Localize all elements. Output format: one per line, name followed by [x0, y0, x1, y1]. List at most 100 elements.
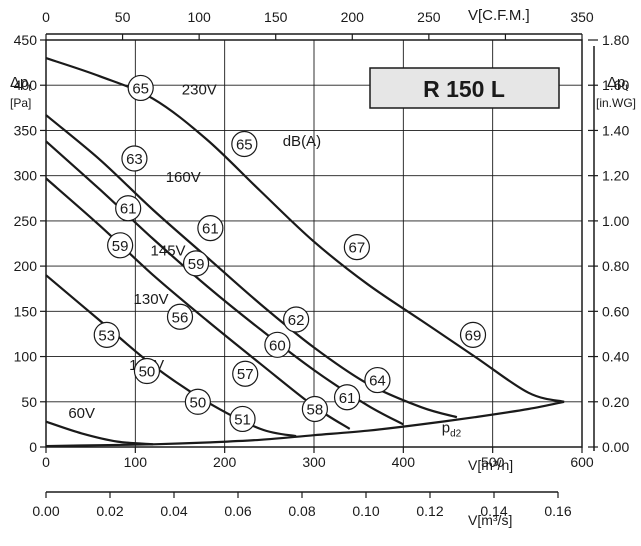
sound-level-value: 61 [202, 221, 219, 238]
right-tick-label-2: 0.40 [602, 349, 629, 365]
axes: 0 100 200 300 400 500 600 0 50 100 150 200 250 350 0.0… [14, 9, 630, 519]
sound-level-marker: 61 [333, 384, 361, 411]
sound-level-value: 50 [190, 394, 207, 411]
bottom-tick-label-0: 0 [42, 454, 50, 470]
series-160v-line [45, 114, 458, 419]
sound-level-marker: 53 [93, 321, 120, 348]
sound-level-marker: 65 [231, 130, 258, 158]
sound-level-circle [197, 215, 224, 242]
sound-level-value: 60 [269, 337, 286, 354]
series-60v-line [45, 420, 154, 446]
bottom2-tick-label-5: 0.10 [352, 503, 379, 519]
model-label-box: R 150 L [369, 67, 560, 109]
sound-level-circle [301, 395, 328, 423]
sound-level-value: 53 [98, 327, 115, 344]
sound-level-value: 65 [236, 137, 253, 154]
sound-level-value: 57 [237, 366, 254, 383]
left-tick-label-7: 350 [14, 122, 38, 138]
bottom2-tick-label-2: 0.04 [160, 503, 187, 519]
sound-level-circle [115, 195, 142, 222]
left-axis-unit: [Pa] [10, 96, 31, 110]
bottom-tick-label-2: 200 [213, 454, 237, 470]
right-tick-label-8: 1.60 [602, 77, 629, 93]
sound-level-circle [121, 145, 148, 172]
sound-level-marker: 65 [127, 74, 154, 102]
series-label-130v: 130V [134, 291, 169, 308]
right-tick-label-4: 0.80 [602, 258, 629, 274]
right-tick-label-7: 1.40 [602, 122, 629, 138]
annotation-0: dB(A) [283, 133, 321, 150]
bottom2-tick-label-3: 0.06 [224, 503, 251, 519]
sound-level-value: 64 [369, 373, 386, 390]
right-axis-unit: [in.WG] [596, 96, 636, 110]
sound-level-marker: 58 [301, 395, 328, 423]
right-tick-label-6: 1.20 [602, 168, 629, 184]
sound-level-circle [133, 357, 161, 385]
bottom2-tick-label-4: 0.08 [288, 503, 315, 519]
sound-level-value: 50 [139, 364, 156, 381]
top-tick-label-7: 350 [570, 9, 594, 25]
right-axis-title: Δpt [in.WG] [596, 74, 636, 110]
sound-level-circle [231, 130, 258, 158]
bottom-tick-label-5: 500 [481, 454, 505, 470]
sound-level-circle [166, 303, 194, 330]
sound-level-marker: 63 [121, 145, 148, 172]
left-tick-label-2: 100 [14, 349, 38, 365]
sound-level-marker: 56 [166, 303, 194, 330]
top-tick-label-4: 200 [341, 9, 365, 25]
sound-level-value: 59 [188, 256, 205, 273]
left-tick-label-6: 300 [14, 168, 38, 184]
sound-level-circle [333, 384, 361, 411]
sound-level-marker: 67 [343, 234, 370, 261]
series-label-145v: 145V [151, 242, 186, 259]
chart-title: R 150 L [423, 76, 505, 102]
series-label-160v: 160V [166, 169, 201, 186]
bottom2-tick-label-8: 0.16 [544, 503, 571, 519]
bottom-tick-label-1: 100 [124, 454, 148, 470]
left-tick-label-4: 200 [14, 258, 38, 274]
series-labels: 230V160V145V130V105V60VdB(A)pd2 [68, 81, 461, 439]
left-tick-label-0: 0 [29, 439, 37, 455]
sound-level-value: 56 [172, 309, 189, 326]
bottom2-tick-label-1: 0.02 [96, 503, 123, 519]
left-tick-label-8: 400 [14, 77, 38, 93]
sound-level-value: 62 [288, 312, 305, 329]
left-tick-label-3: 150 [14, 303, 38, 319]
sound-level-circle [127, 74, 154, 102]
sound-level-circle [232, 360, 259, 387]
bottom-tick-label-4: 400 [392, 454, 416, 470]
sound-level-value: 63 [126, 151, 143, 168]
sound-level-circle [93, 321, 120, 348]
sound-level-circle [364, 366, 391, 394]
sound-level-marker: 62 [283, 306, 310, 333]
bottom2-axis-label: V[m³/s] [468, 512, 512, 528]
top-axis-label: V[C.F.M.] [468, 7, 530, 24]
sound-level-marker: 61 [197, 215, 224, 242]
sound-level-circle [107, 232, 134, 259]
series-label-230v: 230V [182, 81, 217, 98]
left-tick-label-9: 450 [14, 32, 38, 48]
bottom-tick-label-6: 600 [570, 454, 594, 470]
model-box [369, 67, 560, 109]
right-tick-label-5: 1.00 [602, 213, 629, 229]
sound-level-value: 67 [349, 240, 366, 257]
series-230v-line [45, 57, 565, 403]
sound-level-circle [229, 405, 256, 433]
left-axis-label: Δpt [10, 74, 31, 94]
sound-level-marker: 50 [184, 388, 211, 415]
left-tick-label-1: 50 [21, 394, 37, 410]
bottom2-tick-label-7: 0.14 [480, 503, 507, 519]
sound-level-marker: 59 [107, 232, 134, 259]
right-tick-label-0: 0.00 [602, 439, 629, 455]
sound-level-marker: 50 [133, 357, 161, 385]
top-tick-label-2: 100 [187, 9, 211, 25]
top-tick-label-1: 50 [115, 9, 131, 25]
bottom-tick-label-3: 300 [302, 454, 326, 470]
sound-level-circle [283, 306, 310, 333]
right-tick-label-3: 0.60 [602, 303, 629, 319]
top-tick-label-3: 150 [264, 9, 288, 25]
top-tick-label-5: 250 [417, 9, 441, 25]
sound-level-value: 59 [112, 238, 129, 255]
annotation-1: pd2 [442, 420, 462, 440]
